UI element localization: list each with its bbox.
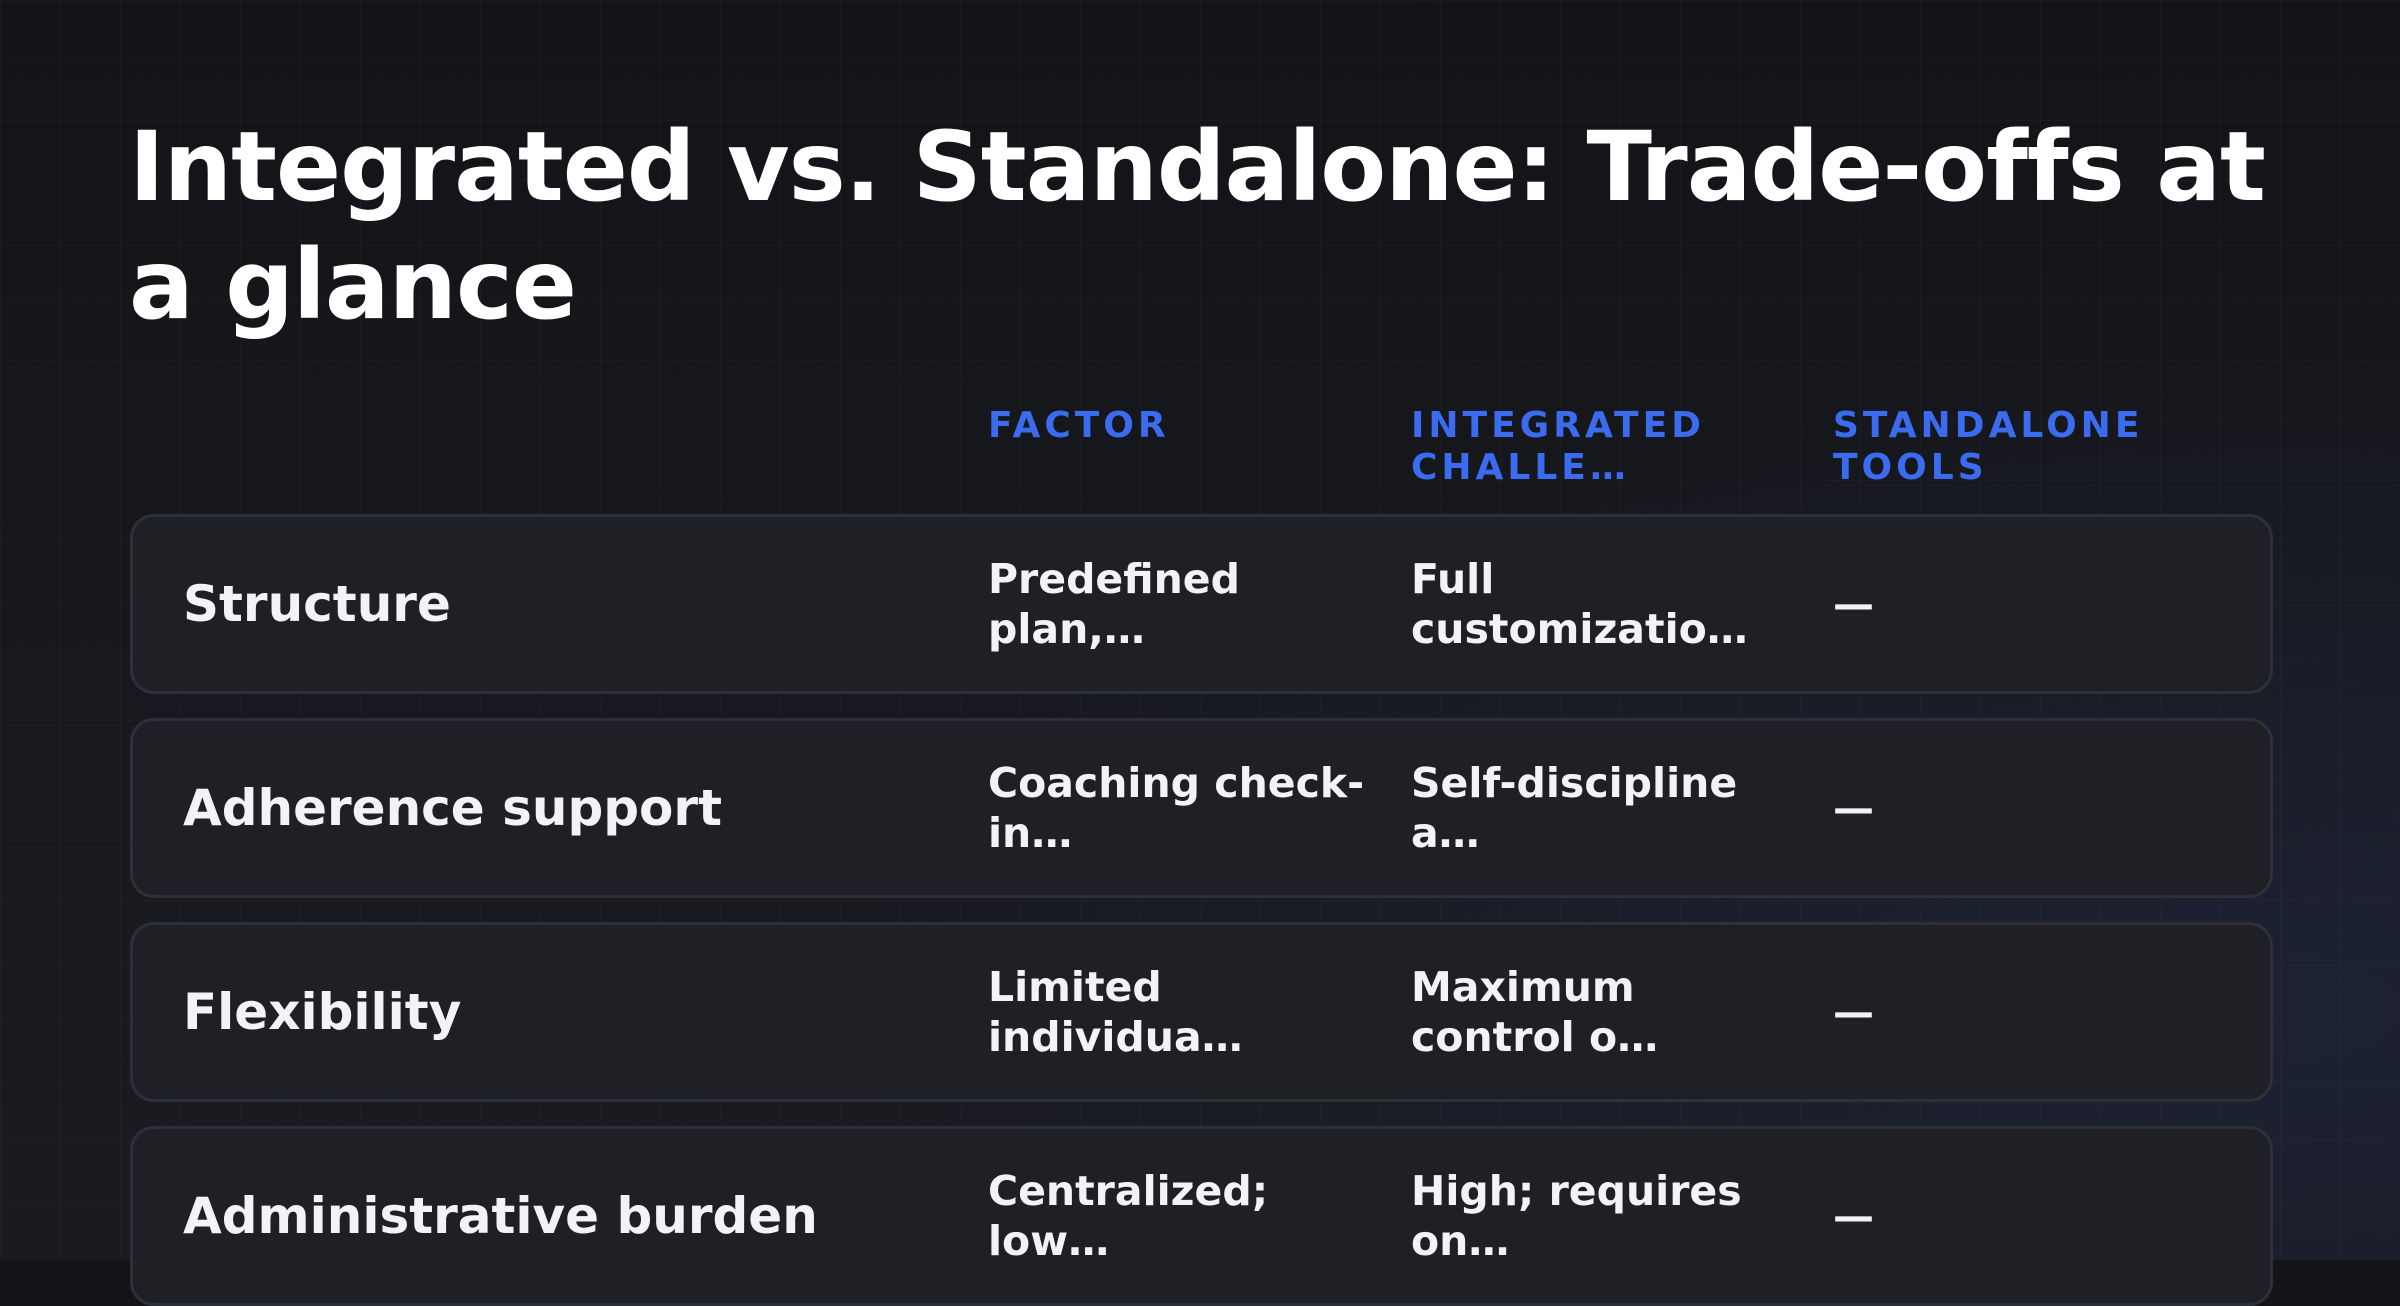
table-cell: Self-discipline a… xyxy=(1411,759,1738,857)
table-cell: Coaching check-in… xyxy=(988,759,1365,857)
table-row: Flexibility Limited individua… Maximum con… xyxy=(130,922,2273,1102)
row-label: Structure xyxy=(183,575,451,633)
table-cell: — xyxy=(1833,580,1874,628)
column-header: FACTOR xyxy=(988,405,1170,446)
table-row: Administrative burden Centralized; low… Hi… xyxy=(130,1126,2273,1306)
row-label: Administrative burden xyxy=(183,1187,818,1245)
table-row: Adherence support Coaching check-in… Self-… xyxy=(130,718,2273,898)
table-cell: Maximum control o… xyxy=(1411,963,1659,1061)
table-cell: — xyxy=(1833,784,1874,832)
table-cell: Predefined plan,… xyxy=(988,555,1240,653)
table-cell: Limited individua… xyxy=(988,963,1243,1061)
table-cell: — xyxy=(1833,988,1874,1036)
table-cell: High; requires on… xyxy=(1411,1167,1742,1265)
column-header: STANDALONE TOOLS xyxy=(1833,405,2144,488)
table-cell: — xyxy=(1833,1192,1874,1240)
table-cell: Centralized; low… xyxy=(988,1167,1269,1265)
column-header: INTEGRATED CHALLE… xyxy=(1411,405,1706,488)
page-title: Integrated vs. Standalone: Trade-offs at… xyxy=(129,111,2266,341)
table-row: Structure Predefined plan,… Full customiza… xyxy=(130,514,2273,694)
row-label: Flexibility xyxy=(183,983,462,1041)
table-cell: Full customizatio… xyxy=(1411,555,1748,653)
row-label: Adherence support xyxy=(183,779,722,837)
